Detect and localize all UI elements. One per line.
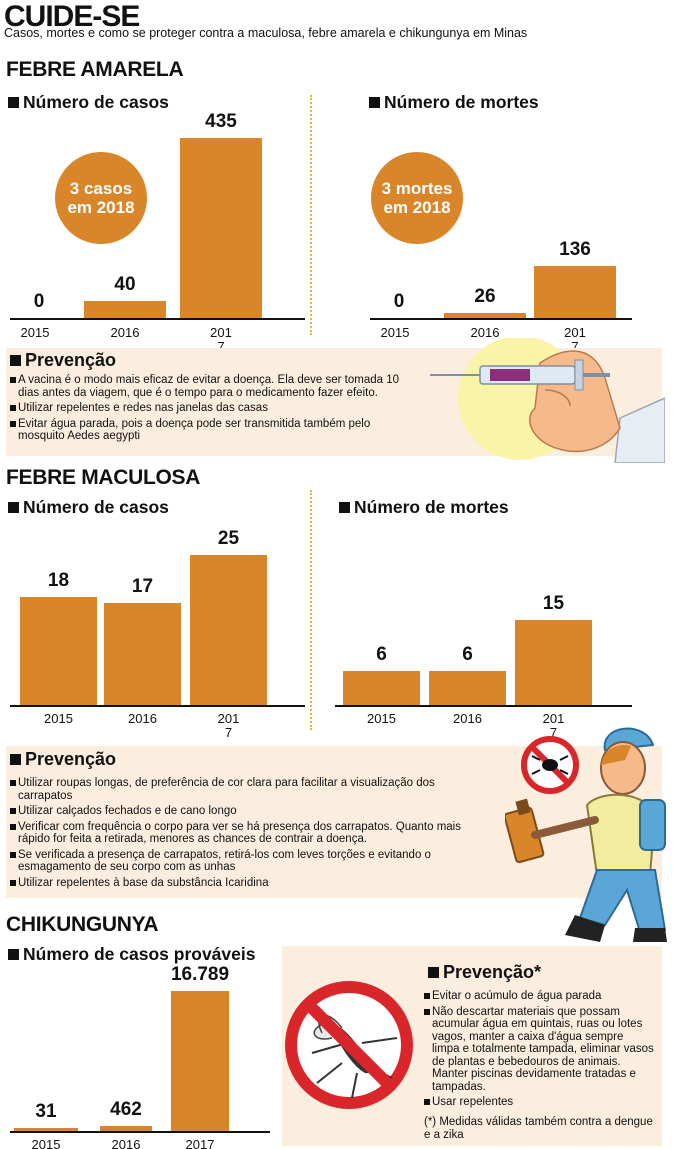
data-label: 25	[217, 528, 240, 549]
data-label: 15	[542, 593, 565, 614]
badge-3-casos-2018: 3 casos em 2018	[55, 152, 147, 244]
badge-3-mortes-2018: 3 mortes em 2018	[371, 152, 463, 244]
section-divider	[310, 95, 312, 335]
x-axis-line	[370, 318, 632, 320]
footnote: (*) Medidas válidas também contra a deng…	[424, 1116, 653, 1141]
x-axis-line	[10, 1131, 270, 1133]
tick-label: 2015	[44, 711, 73, 726]
mosquito-prohibited-icon	[285, 981, 413, 1109]
x-axis-line	[10, 705, 305, 707]
tick-label: 201 7	[217, 711, 240, 740]
tick-label: 201 7	[564, 325, 586, 354]
prevention-list-fa: A vacina é o modo mais eficaz de evitar …	[10, 374, 410, 446]
hiker-with-repellent-icon	[505, 727, 667, 942]
data-label: 18	[47, 570, 70, 591]
x-axis-line	[335, 705, 632, 707]
section-title-febre-amarela: FEBRE AMARELA	[6, 58, 184, 81]
bar	[20, 597, 97, 705]
data-label: 40	[114, 274, 136, 296]
x-axis-line	[10, 318, 305, 320]
tick-label: 201 7	[210, 325, 232, 354]
data-label: 31	[35, 1101, 57, 1122]
section-title-febre-maculosa: FEBRE MACULOSA	[6, 466, 201, 489]
tick-label: 2015	[31, 1137, 61, 1149]
tick-label: 2015	[20, 325, 50, 340]
bar	[14, 1128, 78, 1131]
data-label: 16.789	[170, 964, 230, 985]
chart-title-fa-casos: Número de casos	[8, 92, 169, 113]
chart-title-fa-mortes: Número de mortes	[369, 92, 539, 113]
prevention-title-chik: Prevenção*	[428, 962, 541, 983]
bar	[343, 671, 420, 705]
bar	[171, 991, 229, 1131]
tick-label: 2016	[110, 325, 140, 340]
prevention-list-chik: Evitar o acúmulo de água parada Não desc…	[424, 990, 654, 1112]
data-label: 6	[376, 644, 387, 665]
bar	[515, 620, 592, 705]
bar	[84, 301, 166, 318]
list-item: Não descartar materiais que possam acumu…	[424, 1006, 654, 1094]
page-title: CUIDE-SE	[4, 0, 140, 33]
tick-label: 2016	[111, 1137, 141, 1149]
tick-label: 2015	[380, 325, 410, 340]
list-item: Evitar água parada, pois a doença pode s…	[10, 418, 410, 443]
prevention-list-fm: Utilizar roupas longas, de preferência d…	[10, 777, 470, 892]
bar	[534, 266, 616, 318]
bar	[444, 313, 526, 318]
list-item: Utilizar repelentes e redes nas janelas …	[10, 402, 410, 415]
tick-label: 2016	[128, 711, 157, 726]
bar	[190, 555, 267, 705]
data-label: 462	[110, 1099, 142, 1120]
tick-label: 2016	[453, 711, 482, 726]
bar	[429, 671, 506, 705]
data-label: 0	[33, 291, 45, 312]
tick-label: 201 7	[542, 711, 565, 740]
bar	[100, 1126, 152, 1131]
section-title-chikungunya: CHIKUNGUNYA	[6, 913, 159, 936]
data-label: 26	[474, 286, 496, 307]
list-item: Utilizar repelentes à base da substância…	[10, 877, 470, 890]
data-label: 0	[393, 291, 405, 312]
chart-title-fm-mortes: Número de mortes	[339, 497, 509, 518]
section-divider	[310, 490, 312, 730]
tick-label: 2017	[185, 1137, 215, 1149]
syringe-hand-icon	[430, 338, 665, 463]
page-subtitle: Casos, mortes e como se proteger contra …	[4, 26, 528, 40]
bar	[180, 138, 262, 318]
list-item: Utilizar calçados fechados e de cano lon…	[10, 805, 470, 818]
prevention-title-fm: Prevenção	[10, 749, 116, 770]
list-item: Utilizar roupas longas, de preferência d…	[10, 777, 470, 802]
data-label: 6	[462, 644, 473, 665]
bar	[104, 603, 181, 705]
data-label: 136	[559, 239, 591, 260]
list-item: A vacina é o modo mais eficaz de evitar …	[10, 374, 410, 399]
data-label: 17	[131, 576, 154, 597]
list-item: Evitar o acúmulo de água parada	[424, 990, 654, 1003]
list-item: Se verificada a presença de carrapatos, …	[10, 849, 470, 874]
chart-title-fm-casos: Número de casos	[8, 497, 169, 518]
chart-title-chik-casos: Número de casos prováveis	[8, 944, 255, 965]
prevention-title-fa: Prevenção	[10, 350, 116, 371]
list-item: Verificar com frequência o corpo para ve…	[10, 821, 470, 846]
tick-label: 2015	[367, 711, 396, 726]
tick-label: 2016	[470, 325, 500, 340]
data-label: 435	[205, 111, 237, 132]
list-item: Usar repelentes	[424, 1096, 654, 1109]
